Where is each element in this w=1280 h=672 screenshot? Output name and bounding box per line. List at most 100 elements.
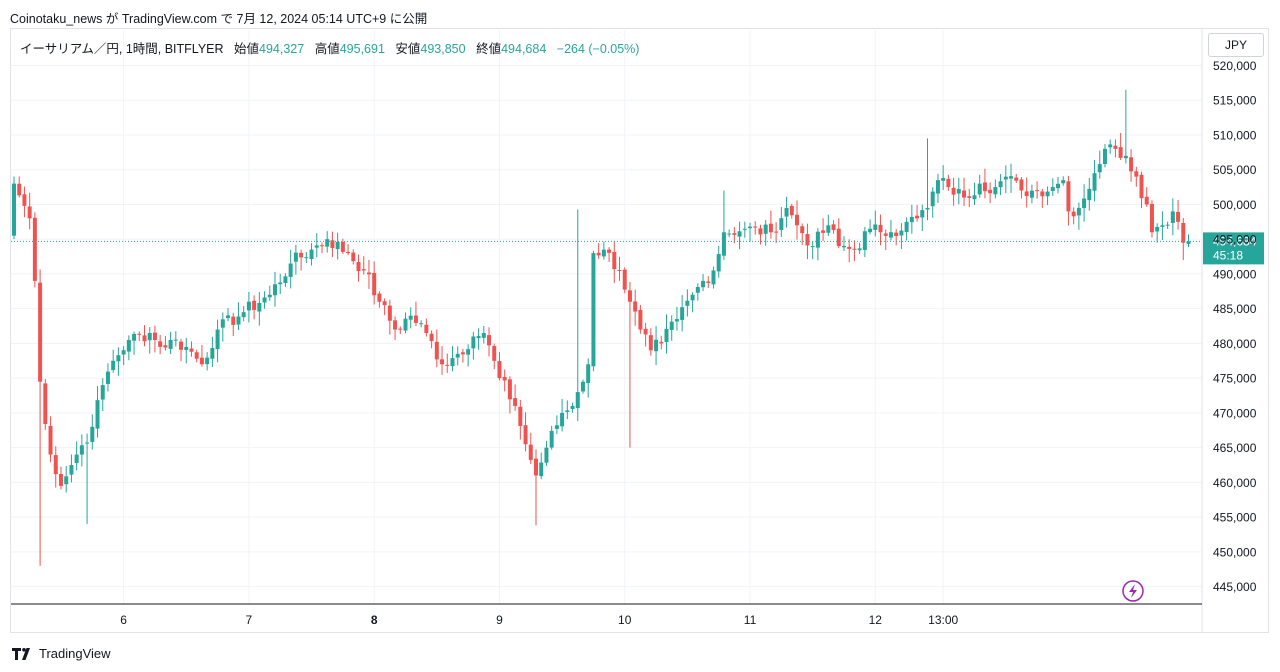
candle xyxy=(252,295,257,320)
candle xyxy=(1155,223,1160,243)
candle xyxy=(1129,149,1134,182)
candle-body xyxy=(758,228,763,235)
candle xyxy=(988,182,993,204)
close-value: 494,684 xyxy=(501,42,547,56)
candle xyxy=(184,337,189,364)
candle xyxy=(1050,178,1055,196)
candle xyxy=(1082,184,1087,222)
candle xyxy=(121,346,126,366)
candle-body xyxy=(147,333,152,341)
candle-body xyxy=(774,231,779,233)
candle-body xyxy=(1097,164,1102,173)
candle-body xyxy=(857,248,862,251)
candle-body xyxy=(909,216,914,223)
candle xyxy=(565,400,570,420)
candle xyxy=(241,306,246,322)
candle xyxy=(539,452,544,480)
candle xyxy=(847,239,852,263)
price-tick-label: 445,000 xyxy=(1213,580,1257,594)
candle xyxy=(246,291,251,323)
candle xyxy=(857,242,862,254)
candle xyxy=(1160,211,1165,240)
candle xyxy=(1056,177,1060,194)
published-by-line: Coinotaku_news が TradingView.com で 7月 12… xyxy=(10,12,428,26)
price-tick-label: 470,000 xyxy=(1213,406,1257,420)
candle-body xyxy=(789,205,794,216)
candle xyxy=(1102,143,1107,168)
candle-body xyxy=(492,346,497,361)
footer-brand[interactable]: TradingView xyxy=(12,646,111,661)
candle xyxy=(58,466,63,490)
candle xyxy=(935,173,940,203)
candle-body xyxy=(497,361,502,379)
candle-body xyxy=(288,263,293,277)
candle-body xyxy=(1029,190,1034,198)
candle xyxy=(659,335,664,350)
candle-body xyxy=(674,319,679,322)
candle-body xyxy=(711,270,716,285)
candle-body xyxy=(90,426,95,442)
candle xyxy=(695,283,700,301)
symbol-title: イーサリアム／円, 1時間, BITFLYER xyxy=(20,42,224,56)
candle xyxy=(226,308,231,322)
candle xyxy=(1014,173,1019,183)
candle-body xyxy=(1144,196,1149,205)
candle xyxy=(925,138,930,221)
price-tick-label: 495,000 xyxy=(1213,233,1257,247)
candle xyxy=(727,229,732,238)
change-value: −264 (−0.05%) xyxy=(556,42,640,56)
candle xyxy=(12,176,16,240)
candle-body xyxy=(701,280,706,288)
candle xyxy=(518,399,523,440)
candle xyxy=(293,244,298,275)
candle xyxy=(690,292,695,313)
candle xyxy=(638,304,643,334)
candle-body xyxy=(429,333,434,342)
candle xyxy=(393,316,398,341)
candle-body xyxy=(382,301,387,306)
low-value: 493,850 xyxy=(420,42,466,56)
candle xyxy=(899,223,904,250)
candle-body xyxy=(841,245,846,248)
candle-body xyxy=(335,241,340,250)
candle-body xyxy=(648,335,653,351)
candle xyxy=(821,218,826,241)
candle xyxy=(32,212,37,288)
candle xyxy=(1176,199,1181,230)
candle xyxy=(800,223,805,246)
candle xyxy=(267,285,272,301)
candle xyxy=(920,204,925,232)
candle xyxy=(528,432,533,465)
candle-body xyxy=(852,248,857,250)
candle-body xyxy=(956,188,961,194)
candle-body xyxy=(309,249,314,260)
candle xyxy=(445,353,450,373)
currency-button[interactable]: JPY xyxy=(1208,33,1264,57)
candle-body xyxy=(1019,179,1024,191)
candle-body xyxy=(481,333,486,338)
candle xyxy=(1170,198,1175,236)
candle-body xyxy=(821,230,826,233)
candle-body xyxy=(43,383,48,425)
candle-body xyxy=(231,316,236,325)
candle xyxy=(460,348,465,363)
candle xyxy=(930,187,935,218)
candle-body xyxy=(894,232,899,237)
candle-body xyxy=(168,339,173,349)
chart-frame xyxy=(10,28,1269,633)
candle-body xyxy=(1160,225,1165,227)
candle-body xyxy=(868,228,873,233)
candle xyxy=(591,250,596,372)
candle-body xyxy=(38,282,43,382)
candle xyxy=(194,349,199,363)
candle xyxy=(1181,218,1186,261)
candle-body xyxy=(534,458,538,476)
candle xyxy=(742,221,747,238)
candle xyxy=(403,312,408,334)
candle-body xyxy=(372,272,377,296)
candle xyxy=(946,174,951,191)
candle-body xyxy=(69,465,74,475)
candle xyxy=(633,289,638,326)
candle xyxy=(586,358,591,398)
